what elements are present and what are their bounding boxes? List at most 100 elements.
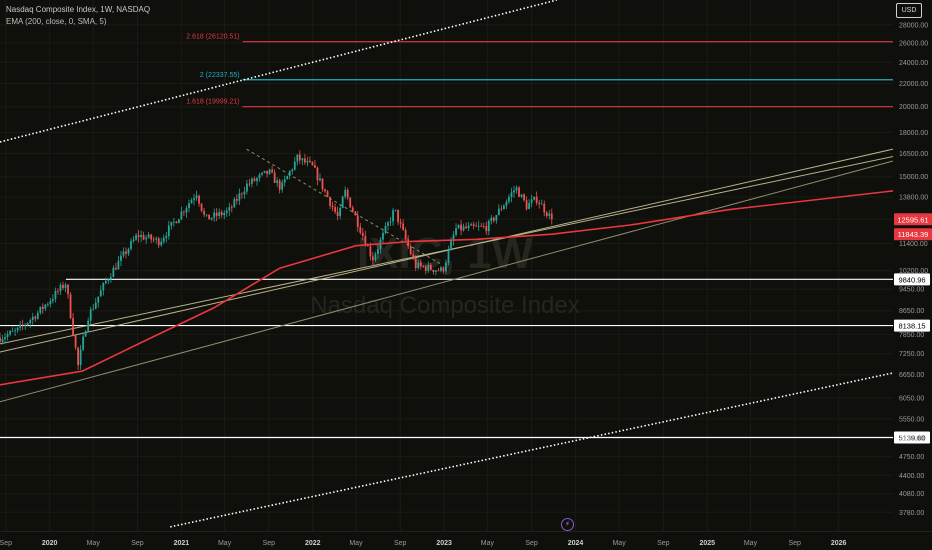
y-tick-label: 4400.00 [899,473,924,480]
candle-body [351,207,354,212]
candle-body [485,226,488,232]
candle-body [258,174,261,179]
candle-body [92,308,95,310]
candle-body [525,200,528,210]
candle-body [200,203,203,211]
candle-body [457,224,460,229]
candle-body [321,178,324,190]
candle-body [288,171,291,177]
x-tick-label: Sep [525,540,538,547]
price-tag [894,213,932,226]
candle-body [437,270,440,272]
candle-body [309,160,311,163]
candle-body [382,232,384,240]
y-tick-label: 5550.00 [899,416,924,423]
level-tag [894,273,930,286]
candle-body [26,322,29,325]
candle-body [210,217,213,220]
candle-body [54,290,57,300]
candle-body [16,327,19,331]
candle-body [109,277,112,280]
candle-body [79,349,82,365]
bolt-icon[interactable]: ⚡ [561,518,574,531]
candle-body [336,211,339,217]
price-axis[interactable]: 3780.00 4080.00 4400.00 4750.00 5130.00 5550.… [899,22,928,516]
candle-body [59,284,62,292]
candle-body [31,316,34,320]
candle-body [429,264,432,270]
candle-body [291,169,294,172]
y-tick-label: 9450.00 [899,287,924,294]
y-tick-label: 15000.00 [899,174,928,181]
candle-body [475,225,478,227]
candle-body [545,212,548,216]
candle-body [195,195,198,199]
candle-body [190,200,193,204]
candle-body [298,154,301,161]
x-tick-label: May [87,540,101,547]
candle-body [303,158,306,163]
candle-body [99,290,102,297]
candle-body [165,236,168,238]
candle-body [246,183,248,192]
candle-body [399,221,402,224]
candle-body [117,260,120,270]
currency-button[interactable]: USD [896,3,922,18]
candle-body [11,330,14,332]
x-tick-label: May [218,540,232,547]
level-tag [894,431,930,444]
time-axis[interactable]: Sep 2020 May Sep 2021 May Sep 2022 May Sep 2023 May… [0,531,932,548]
candle-body [223,213,226,216]
candle-body [82,336,85,350]
candle-body [329,196,331,206]
x-tick-label: Sep [0,540,12,547]
candle-body [72,318,74,336]
candle-body [137,235,140,238]
candle-body [94,302,97,309]
candle-body [276,180,279,183]
candle-body [225,210,228,214]
candle-body [296,154,299,162]
candle-body [450,240,452,250]
candle-body [120,255,122,261]
x-tick-label: Sep [131,540,144,547]
candle-body [407,239,410,247]
chart-title: Nasdaq Composite Index, 1W, NASDAQ [6,5,151,14]
candle-body [152,239,155,241]
indicator-legend[interactable]: EMA (200, close, 0, SMA, 5) [6,17,107,26]
candle-body [261,172,263,175]
candle-body [188,203,190,209]
candle-body [89,309,92,321]
candle-body [339,207,342,217]
candle-body [384,225,387,233]
candle-body [170,221,173,226]
candle-body [107,279,110,281]
y-tick-label: 8650.00 [899,308,924,315]
candle-body [402,223,405,230]
candle-body [434,270,437,272]
candle-body [492,217,495,221]
candle-body [97,296,100,303]
candle-body [193,198,195,201]
candle-body [497,208,500,216]
candle-body [409,246,412,255]
candle-body [230,207,233,209]
candle-body [543,203,546,213]
candle-body [36,312,39,319]
x-tick-label: 2022 [305,540,321,547]
candle-body [374,254,377,261]
candle-body [140,235,142,238]
x-tick-label: Sep [263,540,276,547]
x-tick-label: 2024 [568,540,584,547]
candle-body [1,339,4,342]
candle-body [233,199,236,208]
candle-body [160,241,163,246]
candle-body [34,316,37,319]
candle-body [29,319,32,323]
candle-body [185,208,188,213]
candle-body [281,182,284,190]
candle-body [530,199,533,204]
candle-body [470,224,473,226]
candle-body [180,211,183,220]
